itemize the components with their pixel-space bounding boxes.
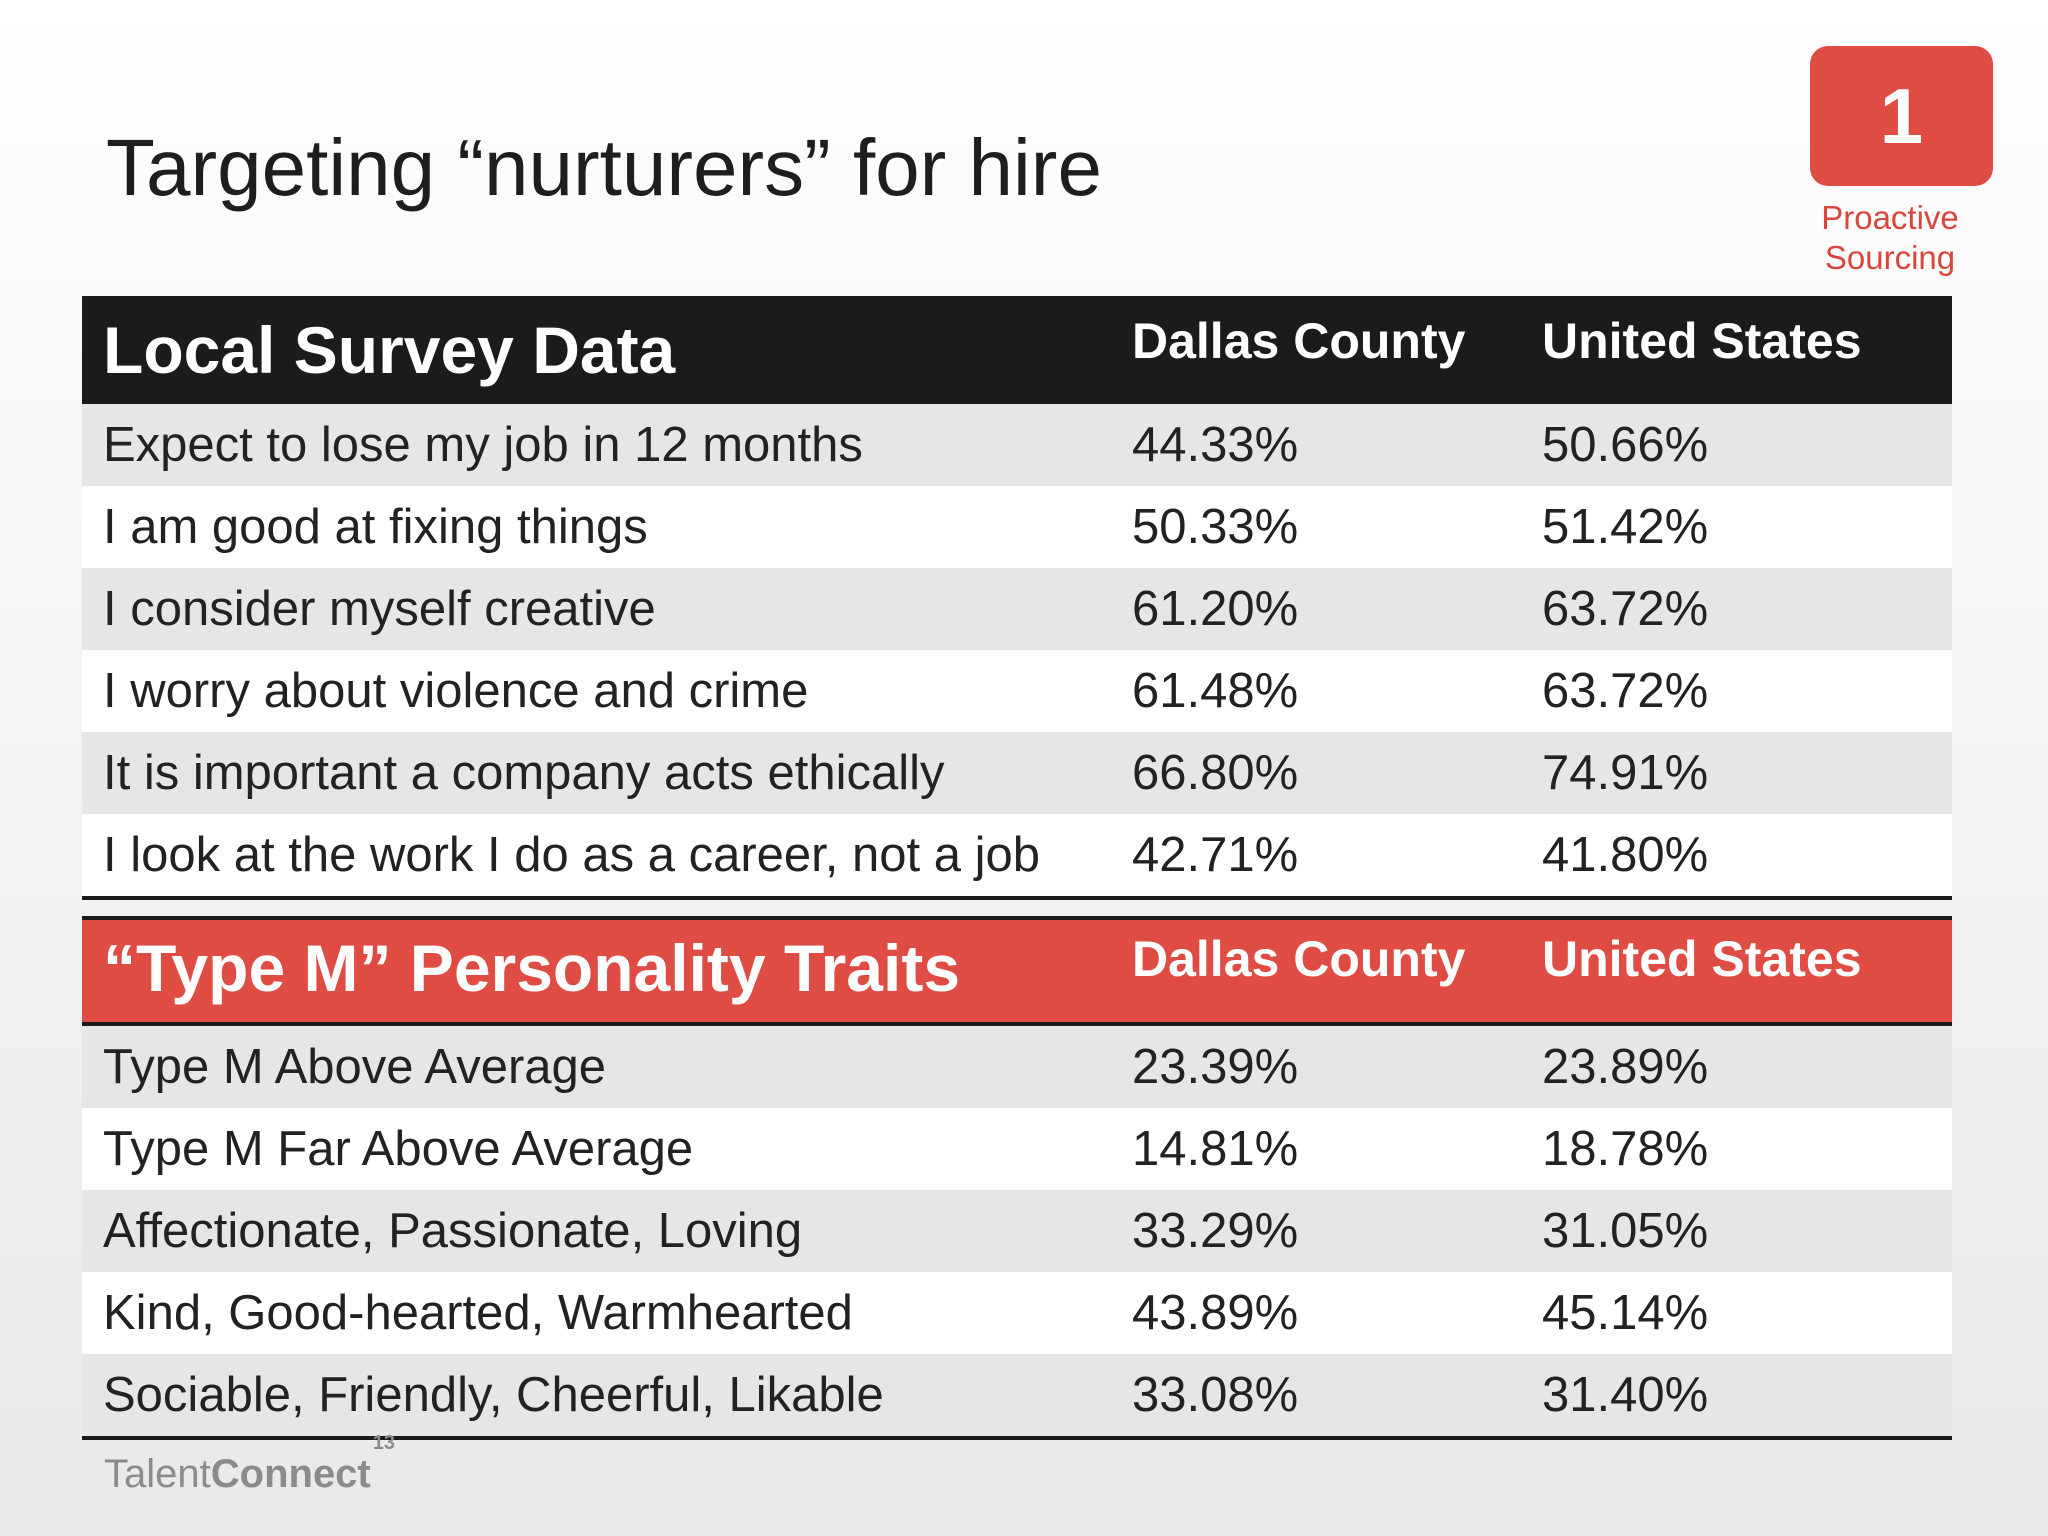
row-label: It is important a company acts ethically (103, 746, 945, 800)
row-value-us: 31.05% (1542, 1204, 1709, 1258)
survey-table-body: Expect to lose my job in 12 months 44.33… (82, 404, 1952, 900)
table-row: I am good at fixing things 50.33% 51.42% (82, 486, 1952, 568)
table-row: Kind, Good-hearted, Warmhearted 43.89% 4… (82, 1272, 1952, 1354)
logo-word-talent: Talent (104, 1452, 211, 1496)
row-label: Type M Above Average (103, 1040, 607, 1094)
row-value-us: 50.66% (1542, 418, 1709, 472)
row-value-dallas: 61.48% (1132, 664, 1299, 718)
survey-table-title: Local Survey Data (103, 313, 676, 387)
row-value-us: 51.42% (1542, 500, 1709, 554)
table-row: Type M Far Above Average 14.81% 18.78% (82, 1108, 1952, 1190)
row-label: I consider myself creative (103, 582, 656, 636)
row-value-dallas: 66.80% (1132, 746, 1299, 800)
row-label: I look at the work I do as a career, not… (103, 828, 1040, 882)
traits-table-body: Type M Above Average 23.39% 23.89% Type … (82, 1026, 1952, 1440)
section-caption: Proactive Sourcing (1790, 198, 1990, 278)
survey-col-us: United States (1542, 313, 1862, 369)
section-number-badge: 1 (1810, 46, 1993, 186)
section-caption-line1: Proactive (1821, 199, 1959, 236)
row-label: I am good at fixing things (103, 500, 648, 554)
row-value-dallas: 42.71% (1132, 828, 1299, 882)
row-value-dallas: 33.08% (1132, 1368, 1299, 1422)
logo-superscript: 13 (372, 1431, 395, 1454)
row-value-dallas: 33.29% (1132, 1204, 1299, 1258)
row-value-us: 63.72% (1542, 582, 1709, 636)
row-label: Kind, Good-hearted, Warmhearted (103, 1286, 853, 1340)
table-row: Affectionate, Passionate, Loving 33.29% … (82, 1190, 1952, 1272)
row-value-dallas: 50.33% (1132, 500, 1299, 554)
row-value-dallas: 43.89% (1132, 1286, 1299, 1340)
table-row: I worry about violence and crime 61.48% … (82, 650, 1952, 732)
row-value-dallas: 14.81% (1132, 1122, 1299, 1176)
row-value-us: 31.40% (1542, 1368, 1709, 1422)
talent-connect-logo: TalentConnect13 (104, 1433, 395, 1496)
row-value-dallas: 23.39% (1132, 1040, 1299, 1094)
table-row: Expect to lose my job in 12 months 44.33… (82, 404, 1952, 486)
traits-table: “Type M” Personality Traits Dallas Count… (82, 916, 1952, 1440)
row-value-dallas: 61.20% (1132, 582, 1299, 636)
logo-word-connect: Connect (210, 1452, 371, 1496)
row-label: I worry about violence and crime (103, 664, 809, 718)
row-label: Expect to lose my job in 12 months (103, 418, 863, 472)
row-label: Affectionate, Passionate, Loving (103, 1204, 803, 1258)
traits-table-title: “Type M” Personality Traits (103, 931, 961, 1005)
row-value-us: 45.14% (1542, 1286, 1709, 1340)
table-row: Sociable, Friendly, Cheerful, Likable 33… (82, 1354, 1952, 1436)
row-label: Type M Far Above Average (103, 1122, 694, 1176)
slide-title: Targeting “nurturers” for hire (106, 123, 1102, 212)
row-value-us: 74.91% (1542, 746, 1709, 800)
traits-col-us: United States (1542, 931, 1862, 987)
survey-col-dallas: Dallas County (1132, 313, 1466, 369)
row-value-dallas: 44.33% (1132, 418, 1299, 472)
table-row: It is important a company acts ethically… (82, 732, 1952, 814)
row-value-us: 41.80% (1542, 828, 1709, 882)
row-value-us: 23.89% (1542, 1040, 1709, 1094)
survey-table-header: Local Survey Data Dallas County United S… (82, 296, 1952, 404)
table-row: Type M Above Average 23.39% 23.89% (82, 1026, 1952, 1108)
traits-table-header: “Type M” Personality Traits Dallas Count… (82, 916, 1952, 1026)
table-row: I consider myself creative 61.20% 63.72% (82, 568, 1952, 650)
survey-table: Local Survey Data Dallas County United S… (82, 296, 1952, 900)
traits-col-dallas: Dallas County (1132, 931, 1466, 987)
table-row: I look at the work I do as a career, not… (82, 814, 1952, 896)
row-value-us: 18.78% (1542, 1122, 1709, 1176)
row-value-us: 63.72% (1542, 664, 1709, 718)
section-caption-line2: Sourcing (1824, 239, 1956, 276)
row-label: Sociable, Friendly, Cheerful, Likable (103, 1368, 884, 1422)
